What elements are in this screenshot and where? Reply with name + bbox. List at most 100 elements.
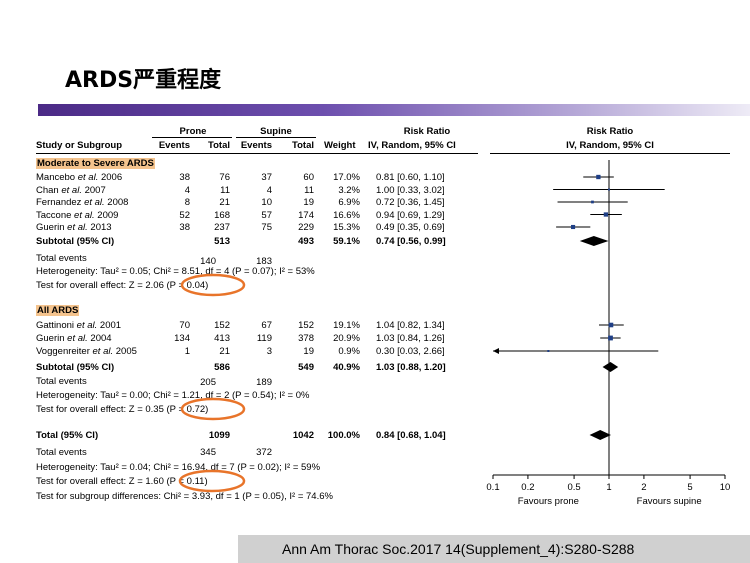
table-row-study-name: Taccone et al. 2009 [36, 209, 119, 221]
subgroup2-total-events-prone: 205 [200, 377, 216, 388]
table-row-supine-total: 229 [298, 222, 314, 233]
table-row-supine-events: 119 [256, 333, 272, 344]
header-prone-events: Events [158, 140, 190, 151]
study-effect-marker [596, 174, 601, 180]
table-row-prone-total: 413 [214, 333, 230, 344]
pooled-estimate-diamond [579, 236, 609, 246]
x-axis-tick-label: 0.5 [567, 482, 580, 493]
subgroup1-overall-effect: Test for overall effect: Z = 2.06 (P = 0… [36, 280, 209, 291]
table-row-supine-total: 19 [303, 346, 314, 357]
pvalue-highlight-total [178, 469, 246, 493]
total-prone-total: 1099 [208, 430, 230, 441]
table-row-risk-ratio-ci: 1.03 [0.84, 1.26] [376, 333, 445, 344]
table-header-rule [36, 153, 478, 154]
table-row-risk-ratio-ci: 0.49 [0.35, 0.69] [376, 222, 445, 233]
table-row-supine-total: 11 [304, 184, 314, 196]
table-row-weight: 16.6% [333, 209, 360, 221]
table-row-supine-events: 4 [266, 184, 272, 196]
total-supine-total: 1042 [292, 430, 314, 441]
subgroup2-total-events-label: Total events [36, 376, 87, 387]
study-effect-marker [608, 322, 614, 328]
table-row-study-name: Guerin et al. 2013 [36, 222, 112, 233]
table-row-risk-ratio-ci: 1.00 [0.33, 3.02] [376, 184, 445, 196]
subgroup2-subtotal-label: Subtotal (95% CI) [36, 362, 115, 373]
table-row-supine-total: 19 [303, 197, 314, 208]
subgroup1-total-events-label: Total events [36, 253, 87, 264]
total-events-label: Total events [36, 447, 87, 458]
subgroup1-total-events-supine: 183 [256, 256, 272, 267]
subgroup2-subtotal-weight: 40.9% [333, 362, 360, 373]
table-row-risk-ratio-ci: 0.30 [0.03, 2.66] [376, 346, 445, 357]
table-row-study-name: Mancebo et al. 2006 [36, 172, 123, 183]
subgroup1-heterogeneity: Heterogeneity: Tau² = 0.05; Chi² = 8.51,… [36, 266, 315, 277]
table-row-study-name: Fernandez et al. 2008 [36, 197, 129, 208]
subgroup1-subtotal-prone-total: 513 [214, 236, 230, 247]
title-underline-band [38, 104, 750, 116]
header-prone-total: Total [208, 140, 230, 151]
table-row-prone-events: 52 [179, 209, 190, 221]
study-effect-marker [591, 200, 594, 204]
subgroup2-label-text: All ARDS [36, 305, 80, 316]
chart-header-rule [490, 153, 730, 154]
x-axis-tick-label: 10 [720, 482, 731, 493]
table-row-supine-events: 37 [261, 172, 272, 183]
table-row-weight: 20.9% [333, 333, 360, 344]
subgroup2-heterogeneity: Heterogeneity: Tau² = 0.00; Chi² = 1.21,… [36, 390, 310, 401]
chart-header-method: IV, Random, 95% CI [566, 140, 654, 151]
table-row-prone-total: 76 [219, 172, 230, 183]
table-row-prone-events: 38 [179, 222, 190, 233]
subgroup2-label: All ARDS [36, 305, 80, 316]
table-row-prone-events: 1 [184, 346, 190, 357]
table-row-prone-total: 21 [219, 197, 230, 208]
table-row-supine-total: 378 [298, 333, 314, 344]
table-row-supine-total: 152 [298, 320, 314, 331]
table-row-prone-events: 134 [174, 333, 190, 344]
header-supine-events: Events [240, 140, 272, 151]
x-axis-tick-label: 5 [687, 482, 692, 493]
pooled-estimate-diamond [602, 362, 619, 372]
pooled-estimate-diamond [589, 430, 611, 440]
total-rr: 0.84 [0.68, 1.04] [376, 430, 446, 441]
x-axis-label-favours-supine: Favours supine [637, 496, 702, 507]
x-axis-tick-label: 1 [606, 482, 611, 493]
table-row-prone-total: 168 [214, 209, 230, 221]
table-row-study-name: Guerin et al. 2004 [36, 333, 112, 344]
total-weight: 100.0% [327, 430, 360, 441]
table-row-weight: 0.9% [338, 346, 360, 357]
ci-arrow-left [493, 348, 499, 354]
table-row-risk-ratio-ci: 0.94 [0.69, 1.29] [376, 209, 445, 221]
subgroup2-subtotal-supine-total: 549 [298, 362, 314, 373]
table-row-supine-events: 57 [261, 209, 272, 221]
pvalue-highlight-subgroup1 [180, 273, 246, 297]
table-row-risk-ratio-ci: 0.81 [0.60, 1.10] [376, 172, 445, 183]
header-supine: Supine [260, 126, 292, 137]
subgroup2-subtotal-rr: 1.03 [0.88, 1.20] [376, 362, 446, 373]
table-row-prone-events: 8 [184, 197, 190, 208]
study-effect-marker [608, 335, 613, 341]
prone-header-rule [152, 137, 232, 138]
total-events-supine: 372 [256, 447, 272, 458]
header-risk-ratio: Risk Ratio [403, 126, 451, 137]
subgroup2-total-events-supine: 189 [256, 377, 272, 388]
subgroup1-total-events-prone: 140 [200, 256, 216, 267]
study-effect-marker [603, 212, 609, 217]
pvalue-highlight-subgroup2 [180, 397, 246, 421]
header-weight: Weight [324, 140, 356, 151]
table-row-study-name: Chan et al. 2007 [36, 184, 106, 196]
table-row-study-name: Voggenreiter et al. 2005 [36, 346, 137, 357]
table-row-prone-events: 38 [179, 172, 190, 183]
table-row-risk-ratio-ci: 0.72 [0.36, 1.45] [376, 197, 445, 208]
table-row-study-name: Gattinoni et al. 2001 [36, 320, 122, 331]
table-row-weight: 19.1% [333, 320, 360, 331]
subgroup2-overall-effect: Test for overall effect: Z = 0.35 (P = 0… [36, 404, 209, 415]
table-row-prone-events: 70 [179, 320, 190, 331]
citation-bar: Ann Am Thorac Soc.2017 14(Supplement_4):… [238, 535, 750, 563]
x-axis-label-favours-prone: Favours prone [518, 496, 579, 507]
table-row-weight: 15.3% [333, 222, 360, 233]
table-row-weight: 17.0% [333, 172, 360, 183]
total-heterogeneity: Heterogeneity: Tau² = 0.04; Chi² = 16.94… [36, 462, 321, 473]
table-row-weight: 3.2% [338, 184, 360, 196]
x-axis-tick-label: 2 [641, 482, 646, 493]
table-row-supine-total: 174 [298, 209, 314, 221]
